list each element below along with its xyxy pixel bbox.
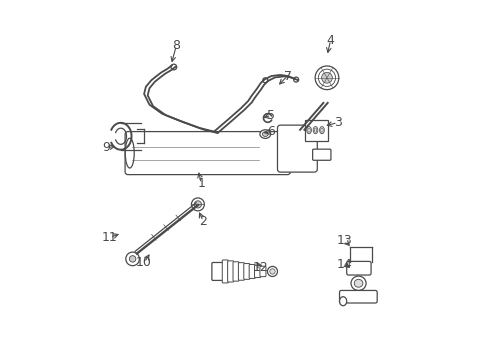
Ellipse shape [125, 252, 139, 266]
FancyBboxPatch shape [312, 149, 330, 160]
Ellipse shape [191, 198, 204, 211]
Ellipse shape [306, 127, 311, 134]
Text: 8: 8 [172, 39, 180, 52]
Ellipse shape [320, 128, 323, 132]
Text: 6: 6 [267, 125, 275, 138]
FancyBboxPatch shape [254, 265, 260, 278]
FancyBboxPatch shape [125, 132, 290, 175]
Ellipse shape [318, 69, 335, 86]
Ellipse shape [129, 256, 136, 262]
Text: 7: 7 [283, 69, 291, 82]
Text: 2: 2 [199, 215, 207, 228]
Ellipse shape [262, 78, 267, 83]
FancyBboxPatch shape [222, 260, 228, 283]
Ellipse shape [194, 201, 201, 208]
Ellipse shape [171, 64, 176, 70]
FancyBboxPatch shape [244, 264, 249, 279]
Text: 1: 1 [197, 177, 205, 190]
Text: 10: 10 [136, 256, 152, 269]
Ellipse shape [314, 128, 316, 132]
Ellipse shape [269, 269, 275, 274]
Text: 3: 3 [333, 116, 341, 129]
FancyBboxPatch shape [233, 262, 239, 281]
Ellipse shape [350, 276, 366, 291]
Ellipse shape [312, 127, 317, 134]
Ellipse shape [307, 128, 310, 132]
FancyBboxPatch shape [260, 266, 265, 276]
FancyBboxPatch shape [238, 263, 244, 280]
Ellipse shape [260, 130, 270, 138]
Text: 4: 4 [326, 33, 334, 47]
FancyBboxPatch shape [211, 262, 224, 280]
Text: 5: 5 [267, 109, 275, 122]
Ellipse shape [319, 127, 324, 134]
Text: 12: 12 [252, 261, 268, 274]
Text: 11: 11 [102, 231, 118, 244]
FancyBboxPatch shape [339, 291, 376, 303]
Ellipse shape [339, 297, 346, 306]
Ellipse shape [353, 279, 362, 287]
Ellipse shape [267, 266, 277, 276]
FancyBboxPatch shape [346, 261, 370, 275]
FancyBboxPatch shape [249, 265, 255, 278]
Text: 14: 14 [336, 258, 352, 271]
Text: 13: 13 [336, 234, 352, 247]
Ellipse shape [125, 138, 134, 168]
Ellipse shape [262, 132, 267, 136]
Ellipse shape [314, 66, 338, 90]
Ellipse shape [321, 72, 332, 83]
FancyBboxPatch shape [277, 125, 317, 172]
Ellipse shape [293, 77, 298, 82]
FancyBboxPatch shape [227, 261, 233, 282]
Bar [304, 120, 327, 140]
Text: 9: 9 [102, 141, 110, 154]
